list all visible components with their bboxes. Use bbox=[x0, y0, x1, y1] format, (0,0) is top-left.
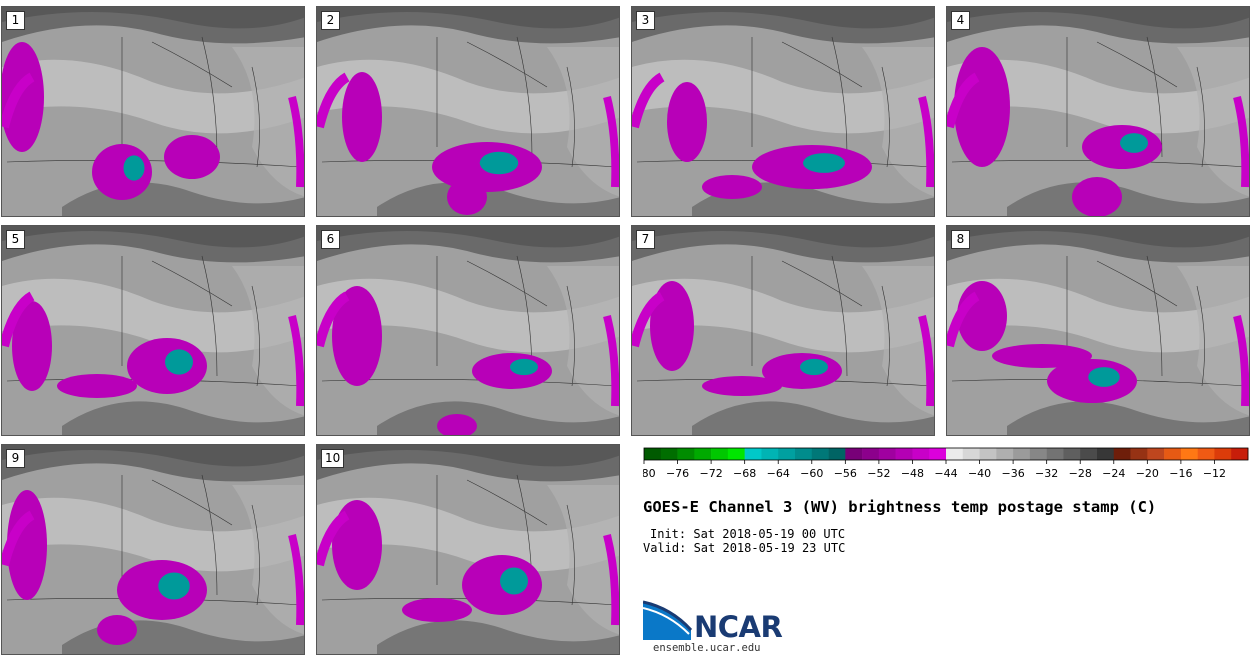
colorbar-tick-label: −52 bbox=[867, 467, 890, 480]
colorbar-cell bbox=[912, 448, 930, 460]
forecast-panel: 2 bbox=[316, 6, 620, 217]
forecast-panel: 6 bbox=[316, 225, 620, 436]
panel-number: 9 bbox=[6, 449, 25, 468]
forecast-panel: 10 bbox=[316, 444, 620, 655]
colorbar-cell bbox=[828, 448, 846, 460]
colorbar-tick-label: −40 bbox=[968, 467, 991, 480]
colorbar-cell bbox=[1097, 448, 1115, 460]
colorbar-cell bbox=[1080, 448, 1098, 460]
colorbar-tick-label: −12 bbox=[1203, 467, 1226, 480]
panel-number: 4 bbox=[951, 11, 970, 30]
colorbar-tick-label: −56 bbox=[834, 467, 857, 480]
panel-number: 2 bbox=[321, 11, 340, 30]
panel-number: 5 bbox=[6, 230, 25, 249]
colorbar-tick-label: −16 bbox=[1169, 467, 1192, 480]
forecast-panel: 3 bbox=[631, 6, 935, 217]
colorbar-cell bbox=[1063, 448, 1081, 460]
colorbar-cell bbox=[1214, 448, 1232, 460]
colorbar-tick-label: −76 bbox=[666, 467, 689, 480]
colorbar-cell bbox=[946, 448, 964, 460]
colorbar-tick-label: −60 bbox=[800, 467, 823, 480]
colorbar-tick-label: −24 bbox=[1102, 467, 1125, 480]
valid-time: Valid: Sat 2018-05-19 23 UTC bbox=[643, 541, 846, 555]
colorbar-tick-label: −68 bbox=[733, 467, 756, 480]
colorbar-tick-label: −20 bbox=[1136, 467, 1159, 480]
colorbar-cell bbox=[1180, 448, 1198, 460]
colorbar-tick-label: −28 bbox=[1069, 467, 1092, 480]
panel-number: 8 bbox=[951, 230, 970, 249]
colorbar-cell bbox=[878, 448, 896, 460]
forecast-panel: 7 bbox=[631, 225, 935, 436]
colorbar-cell bbox=[996, 448, 1014, 460]
colorbar-cell bbox=[1046, 448, 1064, 460]
colorbar-cell bbox=[1147, 448, 1165, 460]
colorbar-tick-label: −44 bbox=[934, 467, 957, 480]
colorbar-cell bbox=[727, 448, 745, 460]
colorbar-cell bbox=[778, 448, 796, 460]
colorbar-cell bbox=[1029, 448, 1047, 460]
colorbar-cell bbox=[744, 448, 762, 460]
chart-title: GOES-E Channel 3 (WV) brightness temp po… bbox=[643, 498, 1157, 516]
panel-number: 1 bbox=[6, 11, 25, 30]
colorbar-cell bbox=[677, 448, 695, 460]
ncar-logo-icon bbox=[643, 600, 693, 640]
init-time: Init: Sat 2018-05-19 00 UTC bbox=[650, 527, 846, 541]
forecast-panel: 8 bbox=[946, 225, 1250, 436]
logo-url: ensemble.ucar.edu bbox=[653, 642, 761, 654]
forecast-panel: 5 bbox=[1, 225, 305, 436]
colorbar-cell bbox=[761, 448, 779, 460]
forecast-panel: 9 bbox=[1, 444, 305, 655]
colorbar-cell bbox=[1113, 448, 1131, 460]
panel-number: 7 bbox=[636, 230, 655, 249]
colorbar-cell bbox=[1197, 448, 1215, 460]
colorbar-cell bbox=[1164, 448, 1182, 460]
colorbar-tick-label: −64 bbox=[767, 467, 790, 480]
colorbar-cell bbox=[929, 448, 947, 460]
colorbar-cell bbox=[694, 448, 712, 460]
colorbar-cell bbox=[1231, 448, 1249, 460]
ncar-logo-text: NCAR bbox=[694, 610, 783, 644]
forecast-panel: 1 bbox=[1, 6, 305, 217]
colorbar-tick-label: −36 bbox=[1002, 467, 1025, 480]
colorbar-tick-label: −72 bbox=[700, 467, 723, 480]
panel-number: 3 bbox=[636, 11, 655, 30]
colorbar-cell bbox=[979, 448, 997, 460]
colorbar-cell bbox=[644, 448, 662, 460]
colorbar-cell bbox=[795, 448, 813, 460]
colorbar-cell bbox=[1013, 448, 1031, 460]
forecast-panel: 4 bbox=[946, 6, 1250, 217]
colorbar-cell bbox=[711, 448, 729, 460]
colorbar-cell bbox=[1130, 448, 1148, 460]
colorbar-cell bbox=[660, 448, 678, 460]
colorbar-tick-label: −80 bbox=[643, 467, 656, 480]
colorbar-cell bbox=[811, 448, 829, 460]
colorbar-tick-label: −32 bbox=[1035, 467, 1058, 480]
colorbar-cell bbox=[895, 448, 913, 460]
colorbar-cell bbox=[845, 448, 863, 460]
colorbar-tick-label: −48 bbox=[901, 467, 924, 480]
panel-number: 6 bbox=[321, 230, 340, 249]
colorbar-cell bbox=[862, 448, 880, 460]
colorbar-cell bbox=[962, 448, 980, 460]
colorbar: −80−76−72−68−64−60−56−52−48−44−40−36−32−… bbox=[643, 447, 1249, 480]
panel-number: 10 bbox=[321, 449, 345, 468]
